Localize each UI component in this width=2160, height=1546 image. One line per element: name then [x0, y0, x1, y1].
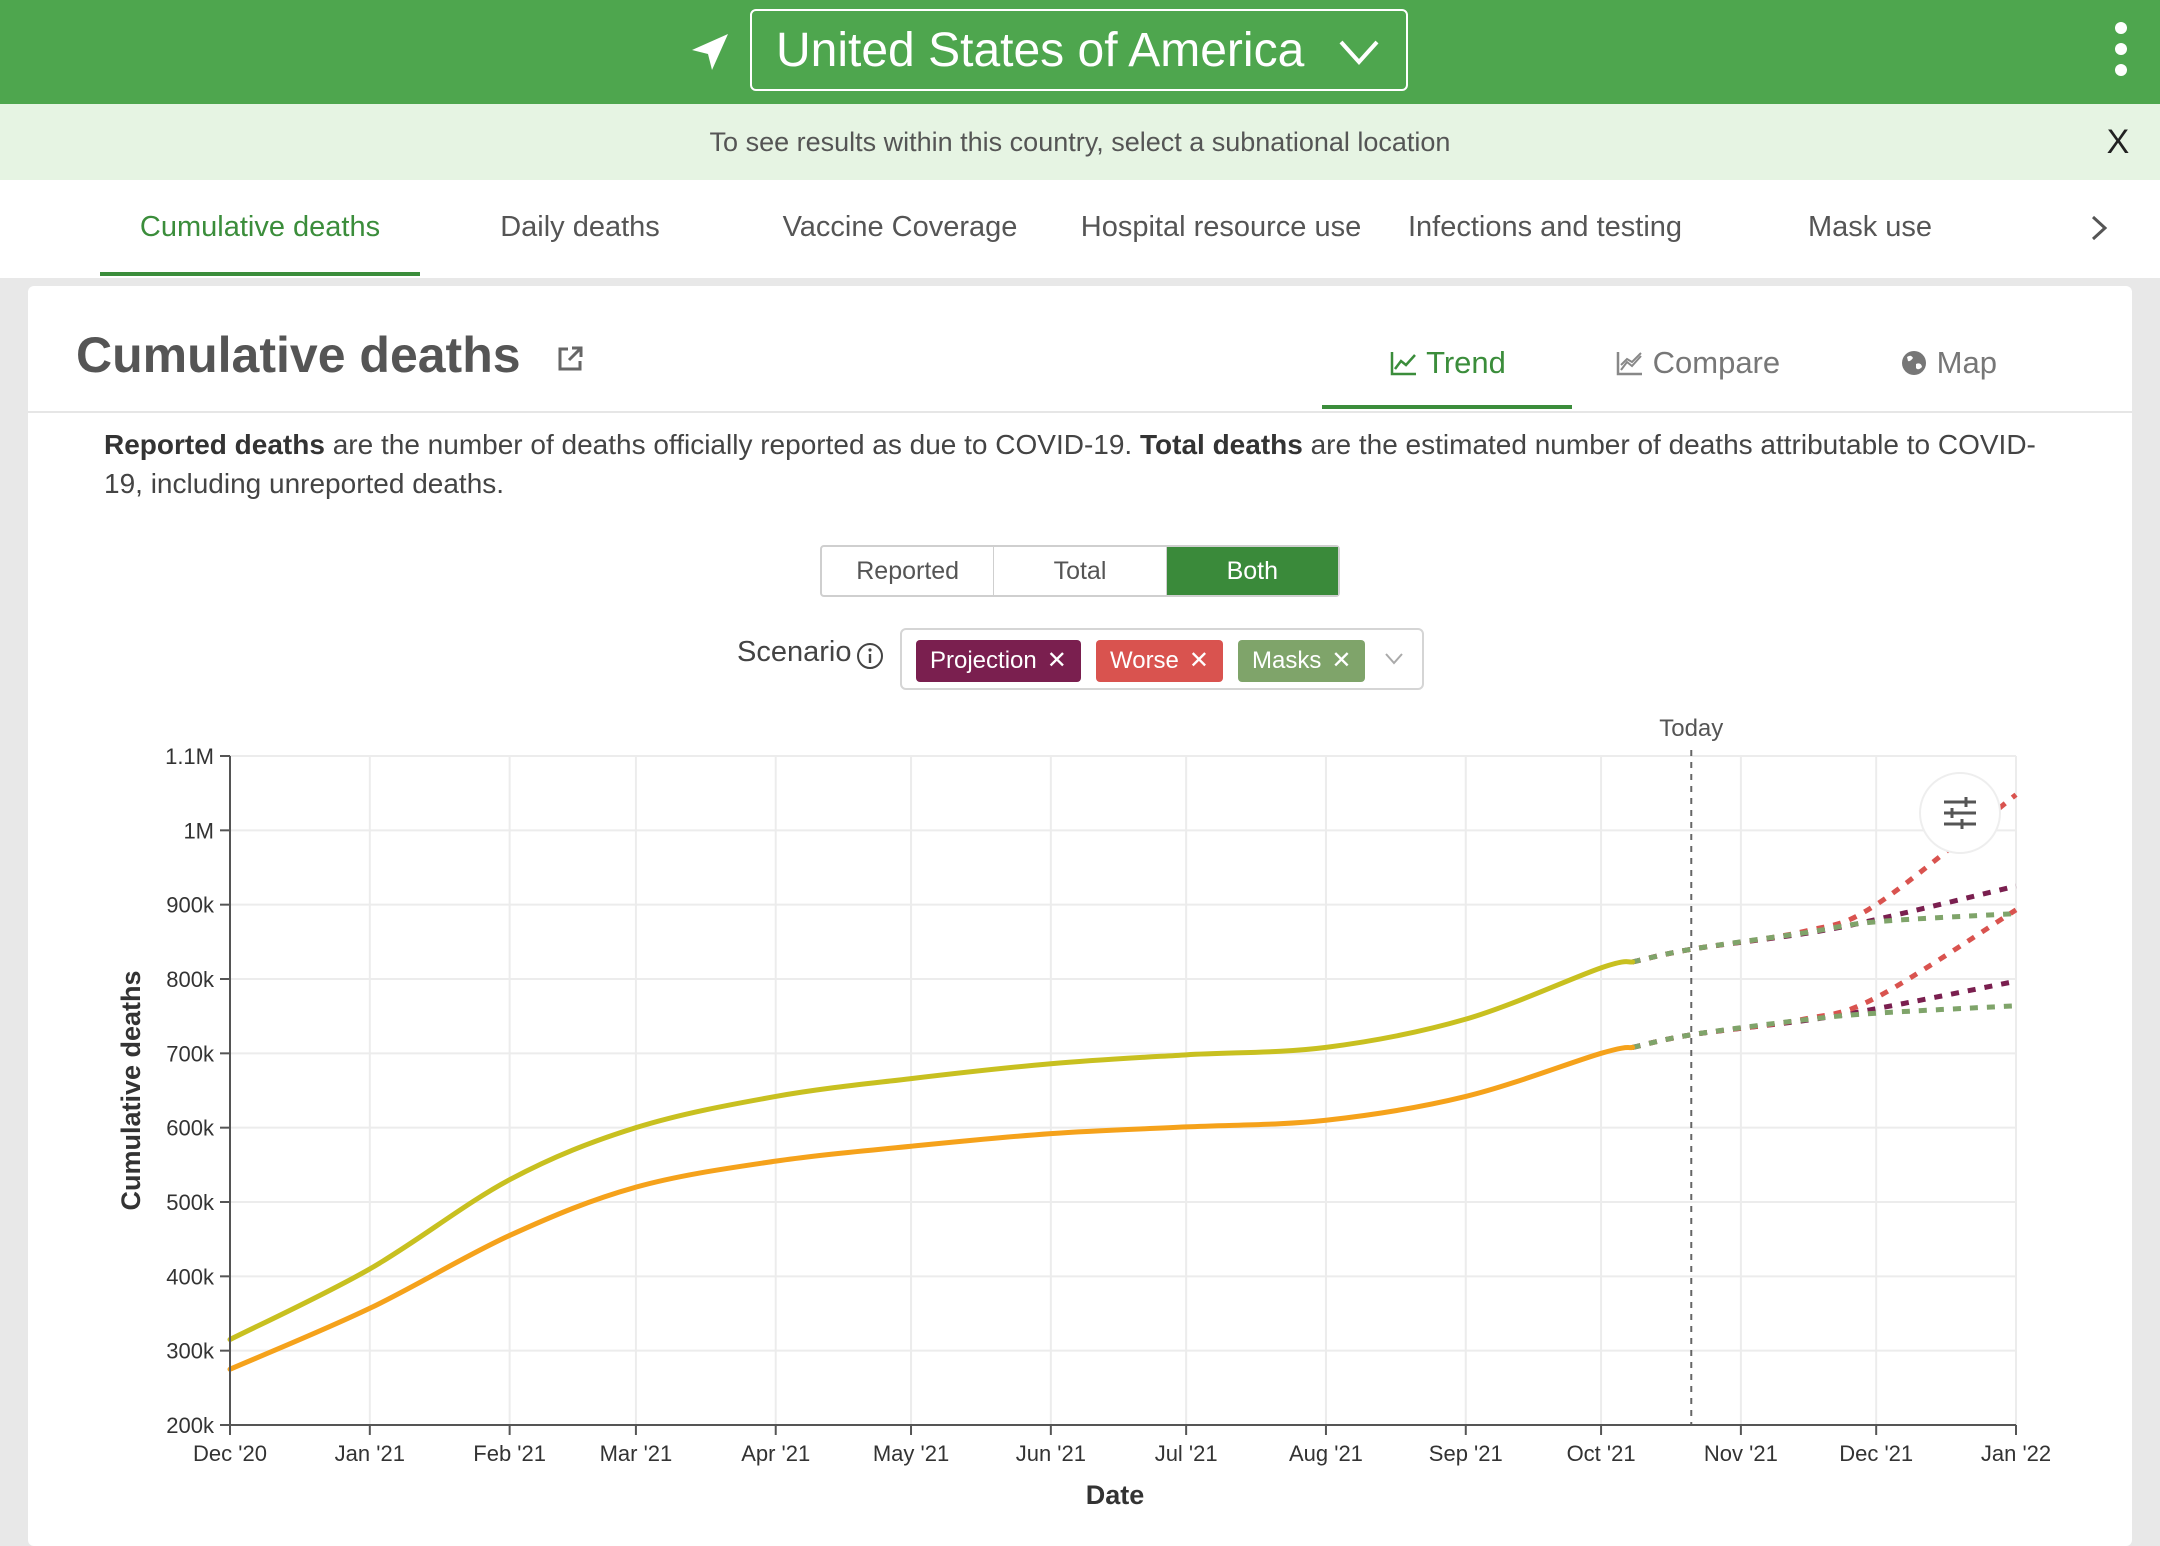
y-tick-label: 200k — [166, 1413, 215, 1438]
y-axis-title: Cumulative deaths — [116, 970, 146, 1210]
x-tick-label: Sep '21 — [1429, 1441, 1503, 1466]
grid — [229, 755, 2017, 1426]
toggle-reported[interactable]: Reported — [822, 547, 995, 595]
cumulative-deaths-chart: Today 200k 300k 400k 500k 600k 700k 800k 900k 1M… — [116, 715, 2051, 1510]
toggle-both[interactable]: Both — [1166, 547, 1338, 595]
series-line — [227, 959, 1636, 1343]
divider — [28, 411, 2132, 413]
x-tick-label: Nov '21 — [1704, 1441, 1778, 1466]
x-tick-label: Apr '21 — [741, 1441, 810, 1466]
today-label: Today — [1659, 715, 1723, 742]
globe-icon — [1902, 351, 1926, 375]
scenario-label: Scenario — [737, 636, 852, 668]
tab-mask-use[interactable]: Mask use — [1807, 211, 1933, 243]
x-tick-label: Feb '21 — [473, 1441, 546, 1466]
x-tick-label: Jul '21 — [1155, 1441, 1218, 1466]
view-tab-map[interactable]: Map — [1900, 340, 1997, 388]
tab-cumulative-deaths[interactable]: Cumulative deaths — [100, 180, 420, 278]
y-tick-label: 600k — [166, 1116, 215, 1141]
compare-icon — [1616, 352, 1642, 376]
y-tick-label: 900k — [166, 893, 215, 918]
y-tick-label: 1M — [183, 818, 214, 843]
description: Reported deaths are the number of deaths… — [104, 425, 2064, 503]
x-tick-label: Oct '21 — [1567, 1441, 1636, 1466]
view-tab-compare[interactable]: Compare — [1616, 340, 1780, 388]
chip-projection[interactable]: Projection ✕ — [916, 640, 1081, 682]
view-tab-label: Compare — [1652, 345, 1781, 380]
y-tick-label: 800k — [166, 967, 215, 992]
x-tick-label: Jun '21 — [1016, 1441, 1086, 1466]
chart-card — [28, 286, 2132, 1546]
today-marker: Today — [1659, 715, 1723, 1425]
sliders-icon — [1944, 797, 1976, 829]
chevron-down-icon[interactable] — [1384, 652, 1404, 666]
view-tab-trend[interactable]: Trend — [1390, 340, 1506, 388]
view-tab-label: Trend — [1426, 345, 1506, 380]
remove-icon[interactable]: ✕ — [1188, 647, 1210, 674]
close-icon[interactable]: X — [2106, 123, 2130, 161]
tab-daily-deaths[interactable]: Daily deaths — [500, 211, 660, 243]
notice-banner: To see results within this country, sele… — [0, 104, 2160, 180]
masks-series-line — [1632, 911, 2017, 965]
chip-label: Worse — [1110, 647, 1179, 674]
tab-infections-and-testing[interactable]: Infections and testing — [1407, 211, 1683, 243]
info-icon[interactable] — [856, 642, 884, 670]
external-link-icon[interactable] — [556, 345, 584, 373]
toggle-total[interactable]: Total — [994, 547, 1167, 595]
location-arrow-icon[interactable] — [686, 28, 734, 76]
y-tick-label: 500k — [166, 1190, 215, 1215]
chip-worse[interactable]: Worse ✕ — [1096, 640, 1224, 682]
chip-label: Projection — [930, 647, 1037, 674]
top-bar: United States of America — [0, 0, 2160, 104]
y-tick-label: 700k — [166, 1041, 215, 1066]
x-tick-label: Dec '21 — [1839, 1441, 1913, 1466]
tab-vaccine-coverage[interactable]: Vaccine Coverage — [782, 211, 1018, 243]
x-tick-label: Dec '20 — [193, 1441, 267, 1466]
y-tick-label: 400k — [166, 1264, 215, 1289]
chart-settings-button[interactable] — [1919, 772, 2001, 854]
desc-total-term: Total deaths — [1139, 429, 1303, 460]
trend-icon — [1390, 352, 1416, 376]
country-selector-value: United States of America — [776, 24, 1305, 77]
x-tick-label: Jan '21 — [335, 1441, 405, 1466]
metric-tabs: Cumulative deaths Daily deaths Vaccine C… — [0, 180, 2160, 278]
page-title: Cumulative deaths — [76, 327, 521, 383]
y-tick-label: 1.1M — [165, 744, 214, 769]
series-layer — [227, 792, 2018, 1372]
x-tick-label: Jan '22 — [1981, 1441, 2051, 1466]
desc-reported-text: are the number of deaths officially repo… — [324, 429, 1140, 460]
tab-hospital-resource-use[interactable]: Hospital resource use — [1080, 211, 1362, 243]
desc-reported-term: Reported deaths — [104, 429, 325, 460]
chevron-right-icon[interactable] — [2088, 212, 2110, 244]
y-tick-label: 300k — [166, 1339, 215, 1364]
scenario-select[interactable]: Projection ✕ Worse ✕ Masks ✕ — [900, 628, 1424, 690]
remove-icon[interactable]: ✕ — [1046, 647, 1067, 674]
desc-total-text: are the estimated number of deaths attri… — [104, 429, 2036, 499]
chevron-down-icon — [1339, 40, 1379, 65]
x-tick-label: Aug '21 — [1289, 1441, 1363, 1466]
masks-series-line — [1632, 1003, 2017, 1050]
x-tick-label: Mar '21 — [600, 1441, 673, 1466]
reported-total-toggle: Reported Total Both — [820, 545, 1340, 597]
notice-text: To see results within this country, sele… — [709, 127, 1451, 157]
x-tick-label: May '21 — [873, 1441, 949, 1466]
series-line — [227, 1044, 1636, 1372]
x-axis-title: Date — [1086, 1480, 1145, 1510]
axes: 200k 300k 400k 500k 600k 700k 800k 900k 1M 1.1M De… — [116, 744, 2051, 1510]
view-tab-label: Map — [1936, 345, 1997, 380]
country-selector[interactable]: United States of America — [750, 9, 1408, 91]
more-menu-icon[interactable] — [2106, 22, 2136, 82]
chip-masks[interactable]: Masks ✕ — [1238, 640, 1366, 682]
chip-label: Masks — [1252, 647, 1322, 674]
remove-icon[interactable]: ✕ — [1331, 647, 1352, 674]
view-tab-indicator — [1322, 405, 1572, 409]
